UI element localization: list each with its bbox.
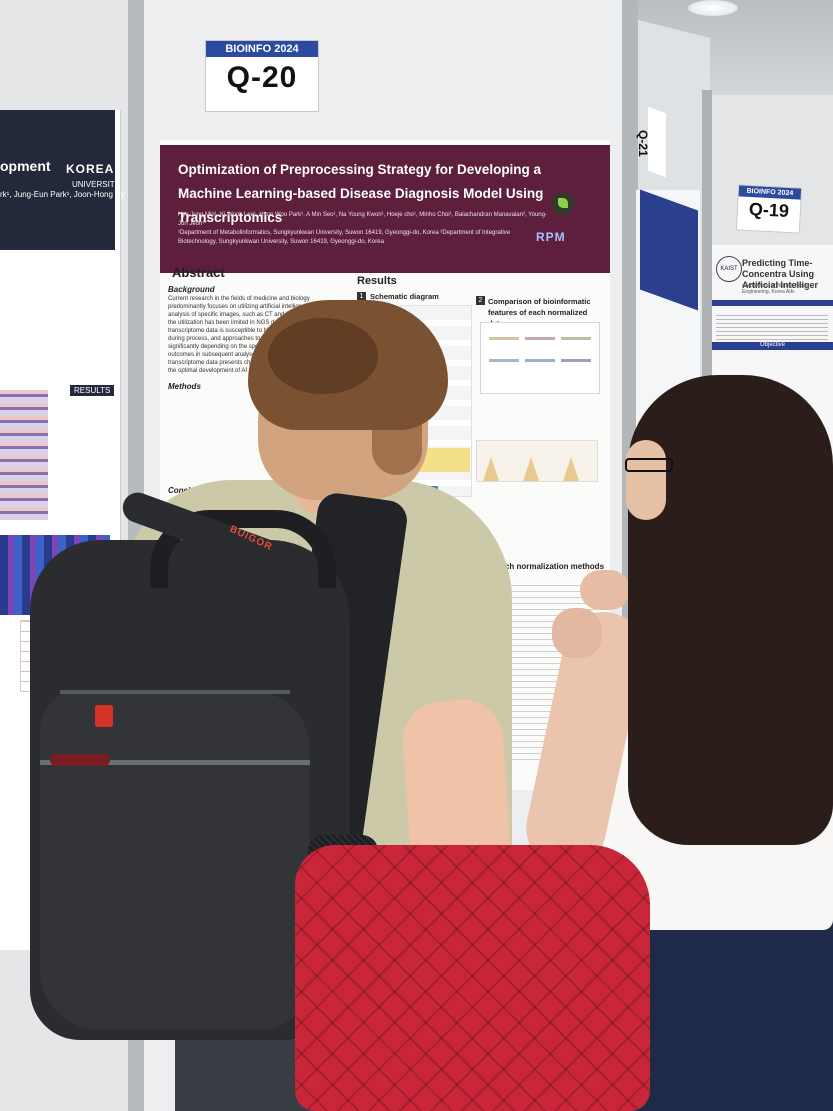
woman-face [626,440,666,520]
booth-sign-code: Q-19 [748,198,790,222]
adjacent-poster-header [640,189,698,311]
density-plots [476,440,598,482]
background-heading: Background [168,285,215,294]
backpack-zipper [40,760,310,765]
section-number-badge: 1 [357,292,366,301]
left-poster-authors: rk¹, Jung-Eun Park¹, Joon-Hong Ky [0,190,125,199]
left-poster-title: opment [0,158,51,174]
chart-strip [489,359,519,362]
leaf-logo-icon [558,198,568,208]
left-poster-header [0,110,115,250]
chart-strip [489,337,519,340]
comparison-chart [480,322,600,394]
methods-heading: Methods [168,382,201,391]
adjacent-poster-title: Predicting Time-Concentra Using Artifici… [742,258,819,290]
woman-hand [552,608,602,658]
hair-bun [268,318,378,394]
swiss-cross-logo-icon [95,705,113,727]
left-poster-heatmap [0,390,48,520]
density-peak [483,457,499,481]
booth-sign-q20: BIOINFO 2024 Q-20 [205,40,319,112]
man-pants [175,1040,315,1111]
chart-strip [525,359,555,362]
booth-sign-code: Q-20 [226,61,298,94]
booth-sign-event: BIOINFO 2024 [206,41,318,57]
objective-heading: Objective [760,342,786,348]
chart-strip [561,337,591,340]
backpack-zipper [60,690,290,694]
ceiling-light [688,0,738,16]
chart-strip [561,359,591,362]
left-poster-university-sub: UNIVERSITY [72,180,121,189]
adjacent-poster-band [712,342,833,350]
backpack-front-pocket [40,690,310,1030]
left-poster-results-tag: RESULTS [70,385,115,396]
adjacent-poster-text-block [716,312,828,340]
booth-sign-q21 [648,106,666,178]
adjacent-poster-department: ¹Department of Bio and Brain Engineering… [742,283,807,295]
main-poster-authors: Hye Jung Min¹, Ki Wook Lee¹, Hyun Woo Pa… [178,211,548,247]
glasses-icon [625,458,673,472]
woman-hand [580,570,630,610]
booth-sign-q19: BIOINFO 2024 Q-19 [735,184,803,234]
main-poster-affiliation: ¹Department of Metabolinformatics, Sungk… [178,230,511,245]
section-number-badge: 2 [476,296,485,305]
left-poster-university: KOREA [66,162,115,176]
results-heading: Results [357,275,397,287]
kaist-logo: KAIST [716,256,742,282]
normalization-heading: each normalization methods [496,562,605,571]
main-poster-author-list: Hye Jung Min¹, Ki Wook Lee¹, Hyun Woo Pa… [178,212,547,227]
booth-sign-code: Q-21 [636,130,650,157]
abstract-heading: Abstract [172,265,225,280]
red-quilted-bag [295,845,650,1111]
lab-logo: RPM [536,230,566,244]
density-peak [563,457,579,481]
booth-sign-event: BIOINFO 2024 [738,185,802,200]
chart-strip [525,337,555,340]
main-poster-title: Optimization of Preprocessing Strategy f… [178,162,544,225]
adjacent-poster-band [712,300,833,306]
density-peak [523,457,539,481]
schematic-diagram-heading: Schematic diagram [370,292,439,301]
backpack-red-accent [50,754,110,766]
main-poster-header [160,145,610,273]
